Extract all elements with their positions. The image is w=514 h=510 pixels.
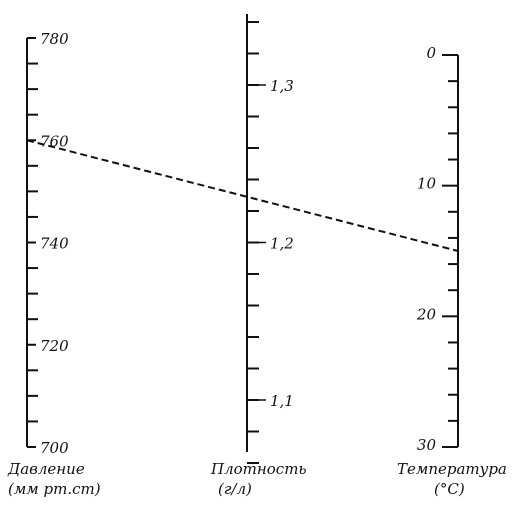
pressure-axis-unit: (мм рт.ст) [8,480,101,498]
density-axis-title: Плотность [210,460,307,478]
density-axis-unit: (г/л) [218,480,252,498]
pressure-tick-label: 720 [40,337,69,355]
pressure-tick-label: 760 [40,132,69,150]
temperature-tick-label: 10 [417,175,437,193]
temperature-tick-label: 30 [417,436,437,454]
temperature-tick-labels: 0 10 20 30 [416,44,437,454]
density-tick-label: 1,2 [270,235,294,253]
density-tick-label: 1,3 [270,77,294,95]
pressure-tick-label: 740 [40,235,69,253]
density-tick-label: 1,1 [270,392,294,410]
temperature-tick-label: 0 [426,44,436,62]
pressure-ticks [27,37,38,448]
temperature-scale: 0 10 20 30 Температура (°C) [397,44,507,498]
temperature-axis-title: Температура [397,460,507,478]
temperature-axis-unit: (°C) [434,480,465,498]
pressure-tick-label: 700 [40,439,69,457]
example-dashed-line [26,139,459,252]
temperature-ticks [442,54,458,448]
density-scale: 1,1 1,2 1,3 Плотность (г/л) [210,14,307,498]
pressure-scale: 700 720 740 760 780 Давление (мм рт.ст) [7,30,101,498]
pressure-axis-title: Давление [7,460,85,478]
pressure-tick-label: 780 [40,30,69,48]
density-tick-labels: 1,1 1,2 1,3 [270,77,294,410]
density-ticks [247,21,266,464]
pressure-tick-labels: 700 720 740 760 780 [40,30,69,457]
temperature-tick-label: 20 [416,305,437,323]
